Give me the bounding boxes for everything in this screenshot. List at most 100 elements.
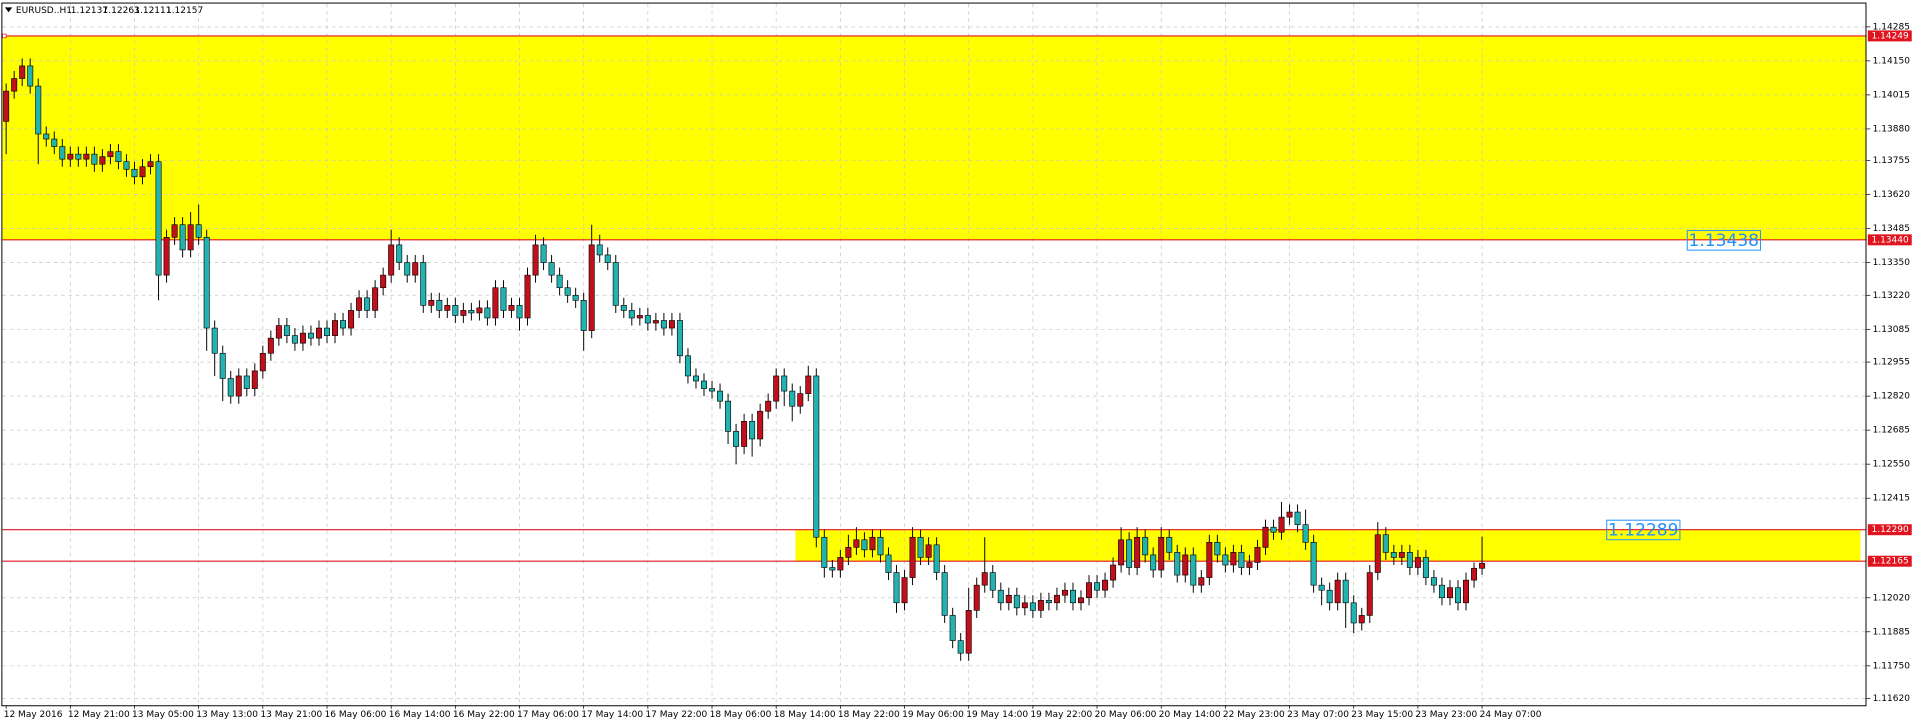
- y-tick-label: 1.13350: [1873, 258, 1911, 268]
- candle-body: [1230, 552, 1237, 566]
- candle-body: [1053, 594, 1060, 604]
- y-tick-label: 1.12820: [1873, 392, 1911, 402]
- candle-body: [219, 352, 226, 379]
- candle-body: [1078, 597, 1084, 604]
- candle-body: [620, 305, 627, 311]
- candle-body: [861, 539, 868, 551]
- candle-body: [1190, 554, 1197, 586]
- candle-body: [107, 151, 114, 157]
- candle-body: [372, 287, 379, 311]
- candle-body: [1158, 536, 1165, 571]
- candle-body: [1045, 599, 1052, 604]
- plot-frame: [1, 2, 1867, 707]
- anchor-point: [2, 33, 7, 39]
- candle-body: [1126, 539, 1133, 568]
- candle-body: [404, 262, 411, 276]
- candle-body: [500, 287, 507, 311]
- candle-body: [1286, 511, 1293, 518]
- candle-body: [388, 244, 395, 276]
- x-tick-label: 24 May 07:00: [1480, 710, 1542, 720]
- candle-body: [83, 153, 90, 160]
- level-tag: [1867, 524, 1912, 536]
- candle-body: [67, 153, 74, 160]
- candle-body: [1270, 526, 1277, 533]
- candle-body: [973, 584, 980, 611]
- candle-body: [909, 536, 916, 578]
- candle-body: [1254, 547, 1261, 563]
- candle-body: [829, 567, 836, 571]
- candle-body: [11, 78, 18, 92]
- candle-body: [1414, 557, 1421, 568]
- candle-body: [1150, 554, 1157, 571]
- candle-body: [235, 375, 242, 397]
- candle-body: [1350, 602, 1357, 624]
- candle-body: [644, 315, 651, 324]
- level-tag-label: 1.12165: [1871, 557, 1908, 567]
- x-tick-label: 18 May 06:00: [710, 710, 772, 720]
- candle-body: [155, 161, 162, 276]
- candle-body: [949, 615, 956, 641]
- candle-body: [1471, 567, 1478, 581]
- header-value: 1.12111: [134, 6, 171, 16]
- candle-body: [19, 65, 26, 79]
- candle-body: [59, 146, 66, 160]
- candle-body: [444, 305, 451, 311]
- candle-body: [1430, 577, 1437, 586]
- candle-body: [75, 153, 82, 160]
- header-value: 1.12157: [166, 6, 203, 16]
- y-tick-label: 1.14015: [1873, 90, 1910, 100]
- candle-body: [332, 320, 339, 336]
- candle-body: [1262, 526, 1269, 548]
- candle-body: [1094, 582, 1101, 591]
- candle-body: [773, 375, 780, 402]
- candle-body: [717, 390, 724, 402]
- candle-body: [692, 375, 699, 382]
- candle-body: [1118, 539, 1125, 566]
- candle-body: [243, 375, 250, 389]
- candle-body: [1406, 552, 1413, 568]
- candle-body: [885, 554, 892, 573]
- grid: [2, 3, 1867, 706]
- candle-body: [548, 262, 555, 276]
- candle-body: [1422, 557, 1429, 578]
- candle-body: [3, 90, 10, 122]
- zones: [2, 35, 1867, 562]
- candle-body: [251, 370, 258, 389]
- candle-body: [628, 310, 635, 319]
- candle-body: [877, 536, 884, 556]
- price-label: 1.12289: [1608, 521, 1679, 541]
- candle-body: [420, 262, 427, 306]
- candle-body: [364, 297, 371, 311]
- candle-body: [1110, 564, 1117, 581]
- candle-body: [147, 161, 154, 168]
- candle-body: [652, 320, 659, 324]
- candle-body: [725, 400, 732, 432]
- menu-arrow[interactable]: [4, 7, 13, 13]
- candle-body: [1029, 602, 1036, 611]
- candle-body: [1390, 552, 1397, 558]
- candle-body: [163, 237, 170, 276]
- y-tick-label: 1.12415: [1873, 494, 1910, 504]
- x-tick-label: 19 May 22:00: [1030, 710, 1092, 720]
- x-tick-label: 16 May 22:00: [453, 710, 515, 720]
- y-tick-label: 1.13485: [1873, 224, 1910, 234]
- x-tick-label: 20 May 14:00: [1159, 710, 1221, 720]
- candle-body: [1102, 579, 1109, 591]
- candle-body: [789, 390, 796, 407]
- candle-body: [588, 244, 595, 331]
- candle-body: [1302, 524, 1309, 543]
- candle-body: [524, 274, 531, 319]
- symbol-title: EURUSD..H1: [16, 6, 72, 16]
- candle-body: [564, 287, 571, 296]
- candle-body: [1463, 579, 1470, 604]
- candle-body: [749, 421, 756, 440]
- candle-body: [348, 310, 355, 329]
- candle-body: [781, 375, 788, 392]
- candle-body: [468, 310, 475, 314]
- candle-body: [1334, 579, 1341, 604]
- candle-body: [580, 300, 587, 331]
- candle-body: [227, 378, 234, 397]
- candle-body: [917, 536, 924, 558]
- x-tick-label: 23 May 23:00: [1415, 710, 1477, 720]
